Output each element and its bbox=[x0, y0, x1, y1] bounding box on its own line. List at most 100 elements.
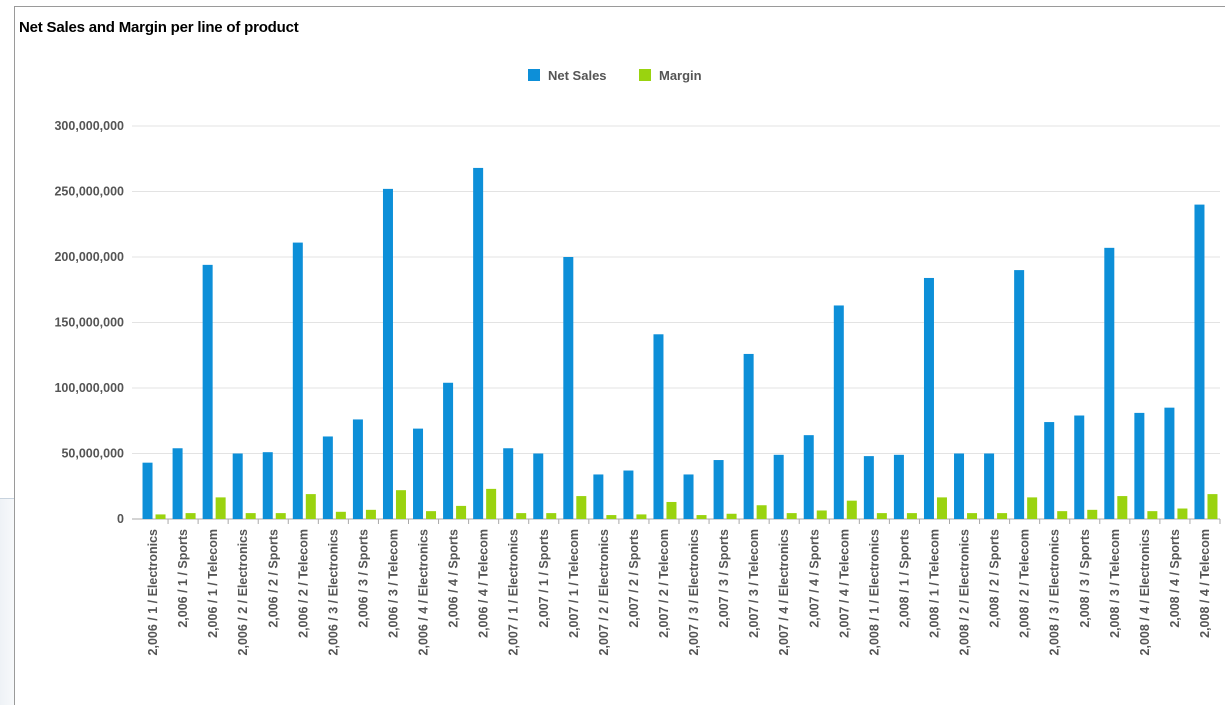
bar-margin[interactable] bbox=[1147, 511, 1158, 519]
bar-net-sales[interactable] bbox=[1134, 412, 1145, 519]
bar-net-sales[interactable] bbox=[322, 436, 333, 519]
x-tick-label: 2,008 / 2 / Sports bbox=[988, 529, 1002, 628]
x-tick-label: 2,006 / 1 / Sports bbox=[176, 529, 190, 628]
bar-net-sales[interactable] bbox=[803, 435, 814, 519]
bar-net-sales[interactable] bbox=[172, 448, 183, 519]
bar-margin[interactable] bbox=[546, 513, 557, 519]
bar-net-sales[interactable] bbox=[503, 448, 514, 519]
x-tick-label: 2,006 / 4 / Sports bbox=[447, 529, 461, 628]
bar-margin[interactable] bbox=[155, 514, 166, 519]
bar-net-sales[interactable] bbox=[1164, 407, 1175, 519]
x-tick-label: 2,008 / 2 / Telecom bbox=[1018, 529, 1032, 638]
chart-title: Net Sales and Margin per line of product bbox=[19, 19, 299, 36]
bar-margin[interactable] bbox=[486, 488, 497, 519]
bar-net-sales[interactable] bbox=[683, 474, 694, 519]
x-tick-label: 2,007 / 3 / Telecom bbox=[747, 529, 761, 638]
bar-net-sales[interactable] bbox=[743, 353, 754, 519]
x-tick-label: 2,006 / 1 / Electronics bbox=[146, 529, 160, 656]
bar-net-sales[interactable] bbox=[923, 277, 934, 519]
y-axis: 0 50,000,000 100,000,000 150,000,000 200,000… bbox=[54, 119, 124, 526]
x-tick-label: 2,008 / 4 / Sports bbox=[1168, 529, 1182, 628]
bar-net-sales[interactable] bbox=[382, 188, 393, 519]
y-tick-label: 50,000,000 bbox=[61, 447, 124, 461]
bar-margin[interactable] bbox=[1027, 497, 1038, 519]
bar-margin[interactable] bbox=[395, 490, 406, 519]
bar-net-sales[interactable] bbox=[533, 453, 544, 520]
bar-margin[interactable] bbox=[275, 513, 286, 519]
bar-margin[interactable] bbox=[726, 513, 737, 519]
bar-net-sales[interactable] bbox=[262, 452, 273, 519]
bar-margin[interactable] bbox=[936, 497, 947, 519]
bar-net-sales[interactable] bbox=[593, 474, 604, 519]
bar-net-sales[interactable] bbox=[773, 454, 784, 519]
bar-net-sales[interactable] bbox=[1044, 422, 1055, 519]
x-tick-label: 2,006 / 2 / Sports bbox=[266, 529, 280, 628]
bar-margin[interactable] bbox=[335, 511, 346, 519]
x-tick-label: 2,007 / 1 / Electronics bbox=[507, 529, 521, 656]
bar-margin[interactable] bbox=[215, 497, 226, 519]
bar-net-sales[interactable] bbox=[653, 334, 664, 519]
x-tick-label: 2,008 / 3 / Telecom bbox=[1108, 529, 1122, 638]
bar-margin[interactable] bbox=[606, 515, 617, 519]
bar-net-sales[interactable] bbox=[473, 167, 484, 520]
bar-margin[interactable] bbox=[997, 513, 1008, 519]
bar-margin[interactable] bbox=[756, 505, 767, 519]
bar-net-sales[interactable] bbox=[1194, 204, 1205, 519]
legend-item-label[interactable]: Net Sales bbox=[548, 68, 607, 83]
x-tick-label: 2,008 / 3 / Sports bbox=[1078, 529, 1092, 628]
bar-margin[interactable] bbox=[846, 500, 857, 519]
bar-margin[interactable] bbox=[1207, 494, 1218, 519]
bar-margin[interactable] bbox=[305, 494, 316, 519]
bar-margin[interactable] bbox=[816, 510, 827, 519]
bar-margin[interactable] bbox=[365, 509, 376, 519]
bar-margin[interactable] bbox=[185, 513, 196, 519]
bar-margin[interactable] bbox=[876, 513, 887, 519]
bar-margin[interactable] bbox=[1177, 508, 1188, 519]
bar-net-sales[interactable] bbox=[232, 453, 243, 520]
x-tick-label: 2,007 / 4 / Sports bbox=[807, 529, 821, 628]
bar-net-sales[interactable] bbox=[292, 242, 303, 519]
bar-margin[interactable] bbox=[696, 515, 707, 519]
bar-net-sales[interactable] bbox=[984, 453, 995, 520]
bar-margin[interactable] bbox=[666, 501, 677, 519]
x-tick-label: 2,006 / 2 / Electronics bbox=[236, 529, 250, 656]
bar-margin[interactable] bbox=[426, 511, 437, 519]
bar-net-sales[interactable] bbox=[623, 470, 634, 519]
bar-margin[interactable] bbox=[967, 513, 978, 519]
bar-net-sales[interactable] bbox=[863, 456, 874, 519]
x-tick-label: 2,007 / 2 / Telecom bbox=[657, 529, 671, 638]
x-tick-label: 2,006 / 3 / Sports bbox=[356, 529, 370, 628]
bar-margin[interactable] bbox=[245, 513, 256, 519]
bar-net-sales[interactable] bbox=[1104, 247, 1115, 519]
x-tick-label: 2,006 / 4 / Electronics bbox=[417, 529, 431, 656]
bar-net-sales[interactable] bbox=[443, 382, 454, 519]
x-tick-label: 2,007 / 1 / Telecom bbox=[567, 529, 581, 638]
x-tick-label: 2,007 / 4 / Electronics bbox=[777, 529, 791, 656]
y-tick-label: 0 bbox=[117, 512, 124, 526]
legend-item-label[interactable]: Margin bbox=[659, 68, 702, 83]
x-tick-label: 2,007 / 1 / Sports bbox=[537, 529, 551, 628]
bar-net-sales[interactable] bbox=[893, 454, 904, 519]
bar-net-sales[interactable] bbox=[954, 453, 965, 520]
bar-margin[interactable] bbox=[576, 496, 587, 519]
bar-margin[interactable] bbox=[1057, 511, 1068, 519]
y-tick-label: 150,000,000 bbox=[54, 316, 124, 330]
bar-net-sales[interactable] bbox=[833, 305, 844, 519]
bar-margin[interactable] bbox=[786, 513, 797, 519]
bar-net-sales[interactable] bbox=[713, 460, 724, 519]
bar-margin[interactable] bbox=[906, 513, 917, 519]
y-tick-label: 200,000,000 bbox=[54, 250, 124, 264]
bar-net-sales[interactable] bbox=[142, 462, 153, 519]
bar-net-sales[interactable] bbox=[352, 419, 363, 519]
bar-margin[interactable] bbox=[516, 513, 527, 519]
bar-net-sales[interactable] bbox=[1074, 415, 1085, 519]
bar-net-sales[interactable] bbox=[202, 264, 213, 519]
bar-margin[interactable] bbox=[456, 505, 467, 519]
bar-net-sales[interactable] bbox=[413, 428, 424, 519]
bar-net-sales[interactable] bbox=[563, 257, 574, 519]
x-tick-label: 2,006 / 4 / Telecom bbox=[477, 529, 491, 638]
bar-margin[interactable] bbox=[1087, 509, 1098, 519]
bar-margin[interactable] bbox=[636, 514, 647, 519]
bar-net-sales[interactable] bbox=[1014, 270, 1025, 519]
bar-margin[interactable] bbox=[1117, 496, 1128, 519]
